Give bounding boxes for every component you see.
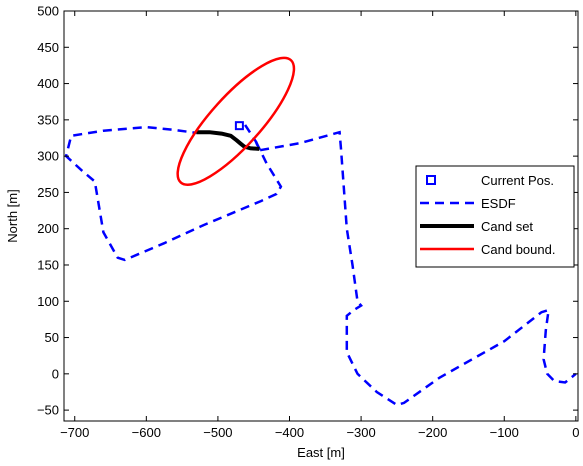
y-tick-label: 100: [37, 294, 59, 309]
axis-ticks: −700 −600 −500 −400 −300 −200 −100 0−5005010015…: [37, 4, 580, 441]
x-tick-label: −700: [60, 425, 89, 440]
x-tick-label: −600: [132, 425, 161, 440]
x-tick-label: −200: [418, 425, 447, 440]
y-tick-label: 0: [52, 366, 59, 381]
legend-esdf-label: ESDF: [481, 196, 516, 211]
legend-cand-set-label: Cand set: [481, 219, 533, 234]
y-tick-label: 150: [37, 257, 59, 272]
y-tick-label: 450: [37, 40, 59, 55]
x-axis-label: East [m]: [297, 445, 345, 460]
y-tick-label: 500: [37, 4, 59, 19]
esdf-path: [244, 124, 577, 407]
x-tick-label: 0: [572, 425, 579, 440]
x-tick-label: −100: [490, 425, 519, 440]
x-tick-label: −400: [275, 425, 304, 440]
cand-set-path: [196, 130, 260, 151]
legend: Current Pos. ESDF Cand set Cand bound.: [415, 165, 575, 268]
y-tick-label: 350: [37, 112, 59, 127]
y-axis-label: North [m]: [5, 189, 20, 242]
plot-frame: [63, 10, 579, 422]
x-tick-label: −300: [346, 425, 375, 440]
y-tick-label: 400: [37, 76, 59, 91]
plot-data: [64, 56, 577, 407]
x-tick-label: −500: [203, 425, 232, 440]
legend-current-pos-label: Current Pos.: [481, 173, 554, 188]
y-tick-label: 250: [37, 185, 59, 200]
legend-current-pos-marker: [426, 175, 436, 185]
esdf-path: [64, 125, 283, 262]
y-tick-label: 200: [37, 221, 59, 236]
legend-cand-bound-label: Cand bound.: [481, 242, 555, 257]
y-tick-label: 300: [37, 149, 59, 164]
cand-bound-ellipse: [176, 56, 296, 186]
y-tick-label: −50: [37, 403, 59, 418]
current-pos-marker: [234, 121, 244, 131]
y-tick-label: 50: [45, 330, 59, 345]
